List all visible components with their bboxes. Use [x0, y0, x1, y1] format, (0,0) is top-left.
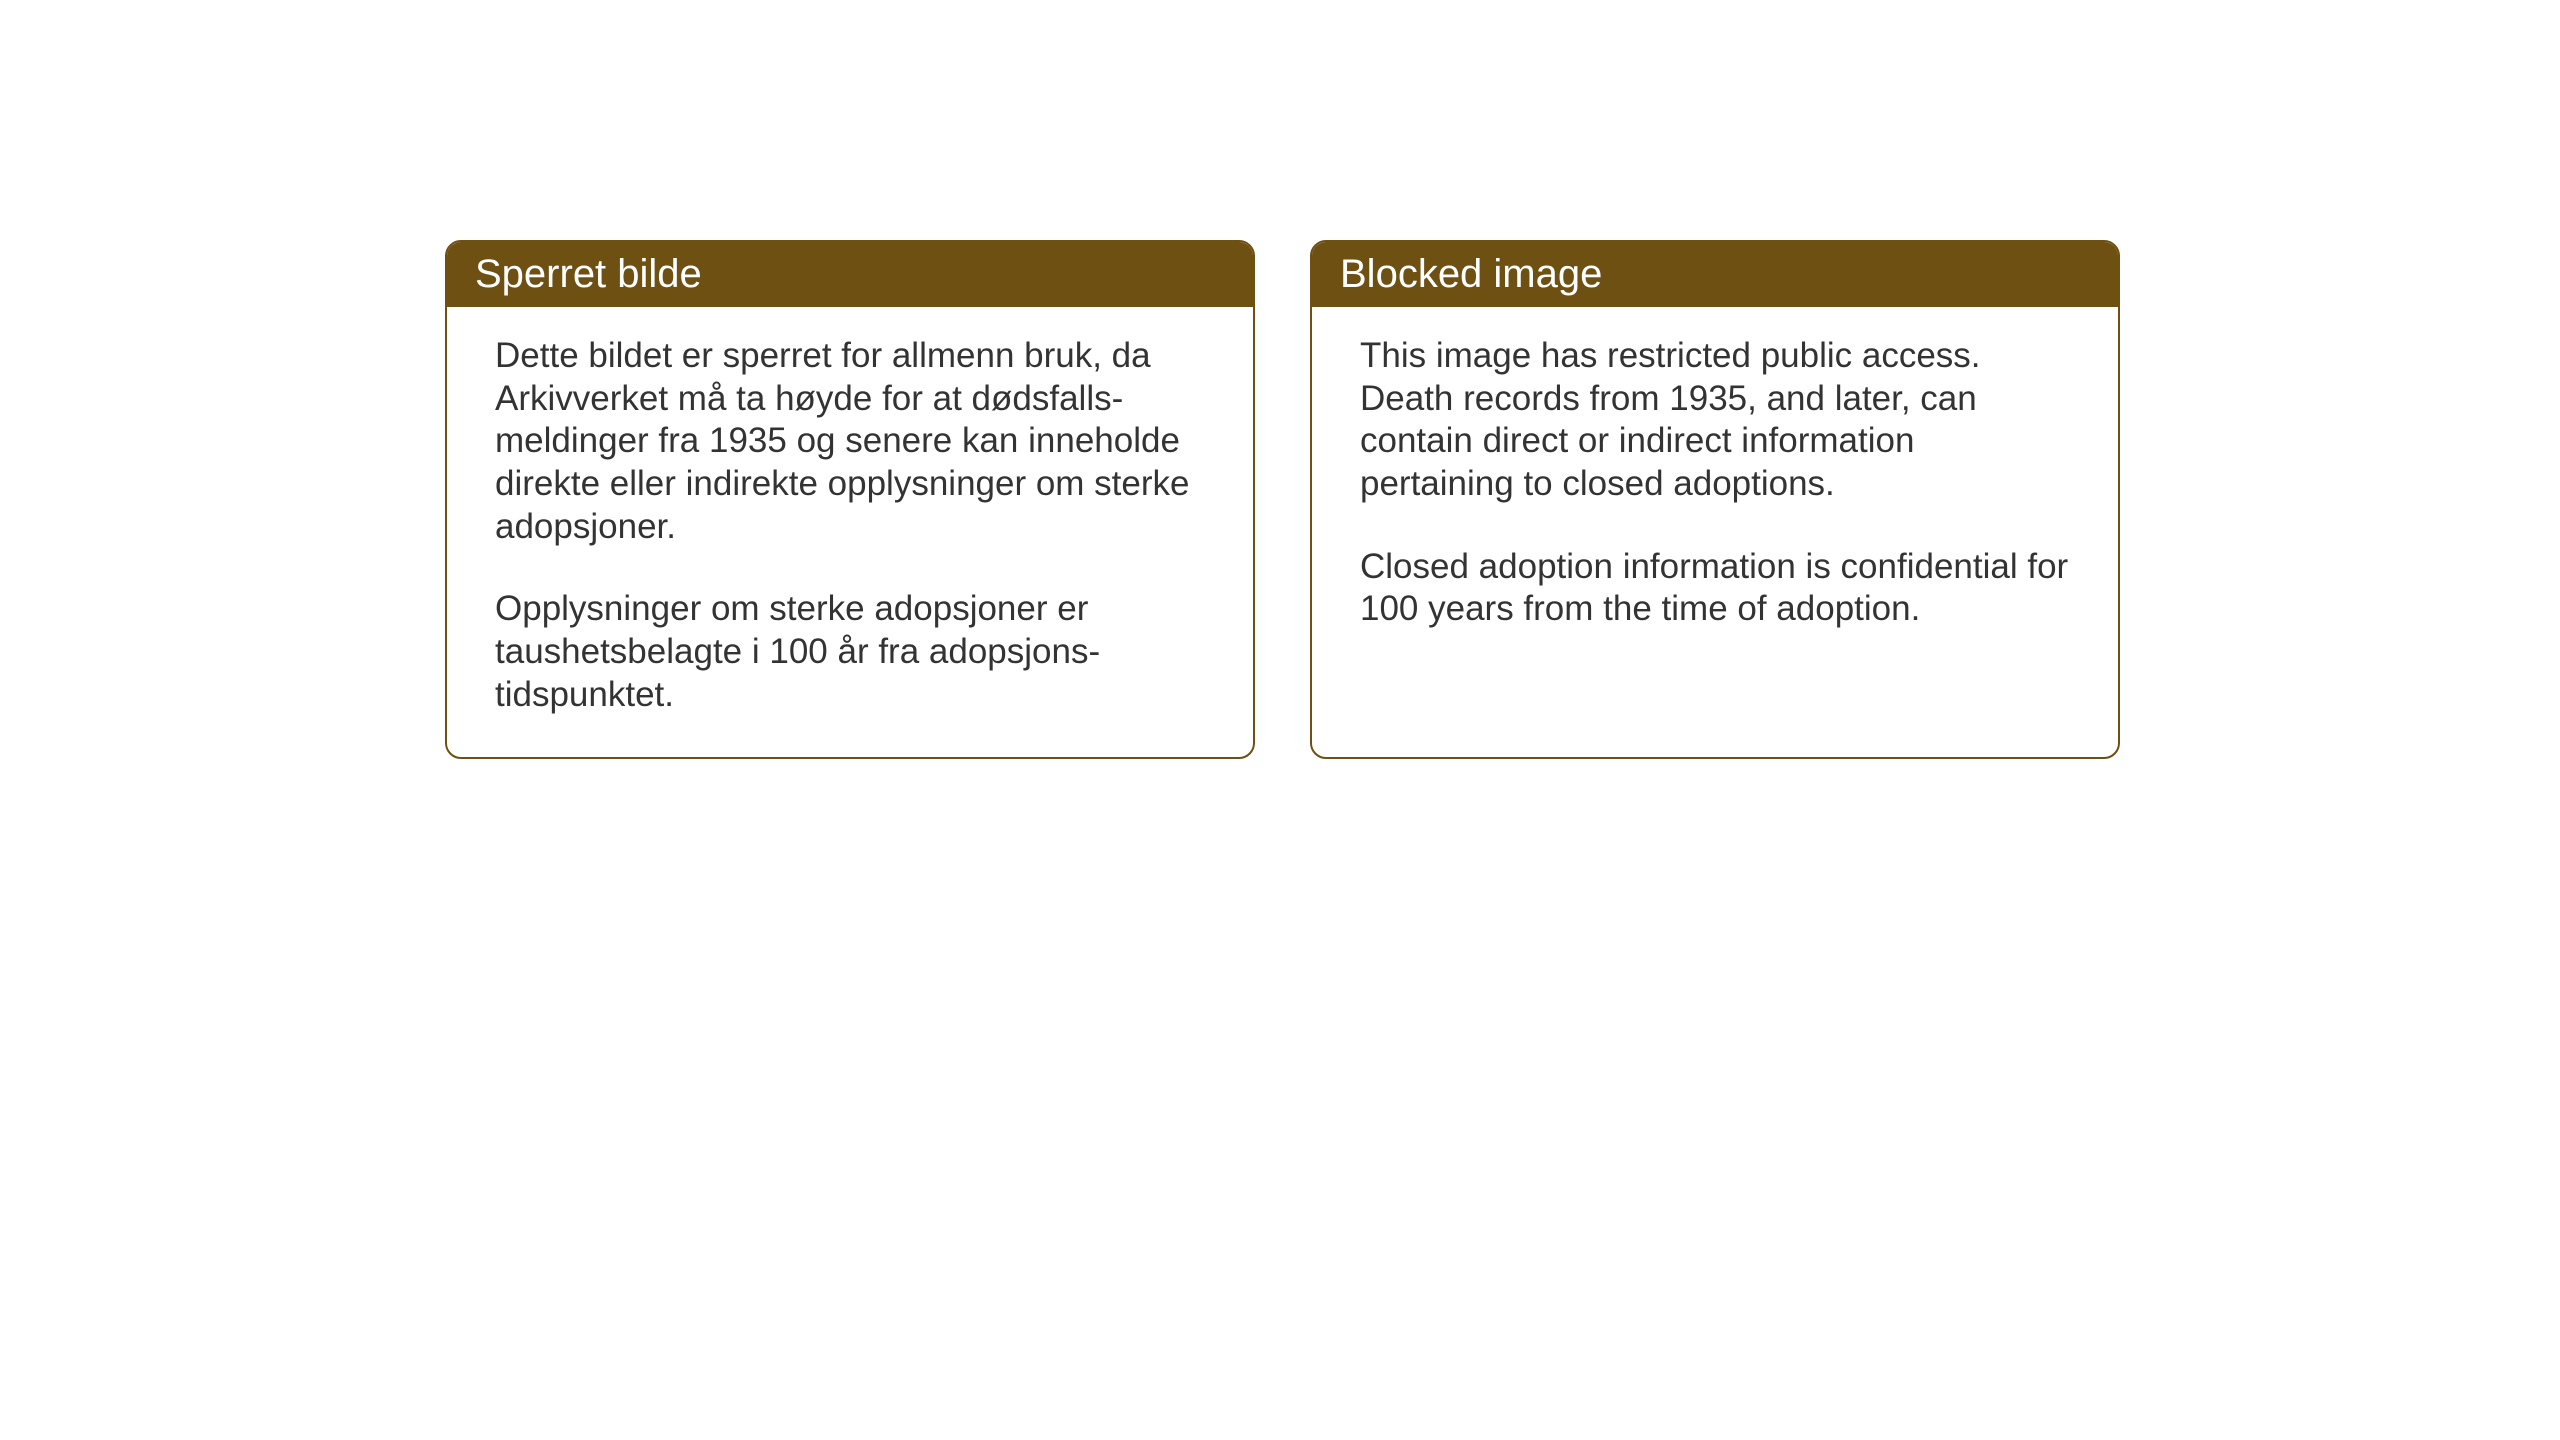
english-paragraph-1: This image has restricted public access.…	[1360, 335, 2070, 506]
norwegian-card: Sperret bilde Dette bildet er sperret fo…	[445, 240, 1255, 759]
norwegian-card-body: Dette bildet er sperret for allmenn bruk…	[447, 307, 1253, 757]
norwegian-card-title: Sperret bilde	[475, 252, 702, 296]
norwegian-paragraph-2: Opplysninger om sterke adopsjoner er tau…	[495, 588, 1205, 716]
english-card: Blocked image This image has restricted …	[1310, 240, 2120, 759]
english-paragraph-2: Closed adoption information is confident…	[1360, 546, 2070, 631]
english-card-body: This image has restricted public access.…	[1312, 307, 2118, 671]
cards-container: Sperret bilde Dette bildet er sperret fo…	[445, 240, 2120, 759]
norwegian-card-header: Sperret bilde	[447, 242, 1253, 307]
english-card-header: Blocked image	[1312, 242, 2118, 307]
norwegian-paragraph-1: Dette bildet er sperret for allmenn bruk…	[495, 335, 1205, 548]
english-card-title: Blocked image	[1340, 252, 1602, 296]
